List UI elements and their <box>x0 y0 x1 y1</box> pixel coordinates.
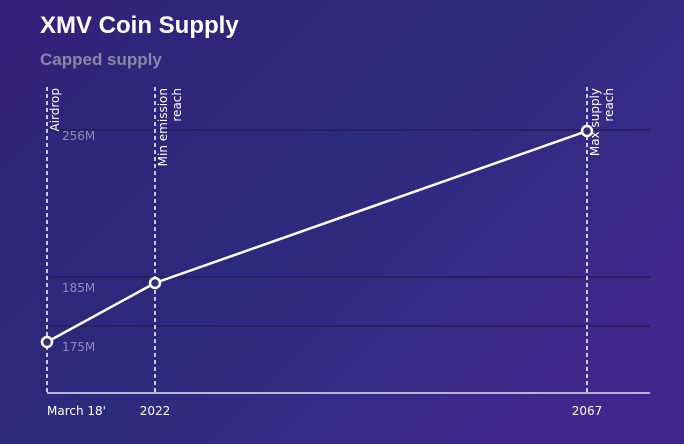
y-tick-label: 256M <box>62 129 95 143</box>
x-tick-label: March 18' <box>47 404 106 418</box>
chart-title: XMV Coin Supply <box>40 12 239 39</box>
x-tick-label: 2022 <box>140 404 171 418</box>
data-point <box>148 276 162 290</box>
annotation-label: Max supply <box>588 88 602 156</box>
x-tick-label: 2067 <box>572 404 603 418</box>
data-point <box>40 335 54 349</box>
annotation-label: Min emission <box>156 88 170 166</box>
data-point <box>580 124 594 138</box>
annotation-label: Airdrop <box>48 88 62 132</box>
y-tick-label: 175M <box>62 340 95 354</box>
supply-line <box>46 129 588 344</box>
y-tick-label: 185M <box>62 281 95 295</box>
annotation-label: reach <box>170 88 184 122</box>
chart-subtitle: Capped supply <box>40 50 162 69</box>
annotation-label: reach <box>602 88 616 122</box>
